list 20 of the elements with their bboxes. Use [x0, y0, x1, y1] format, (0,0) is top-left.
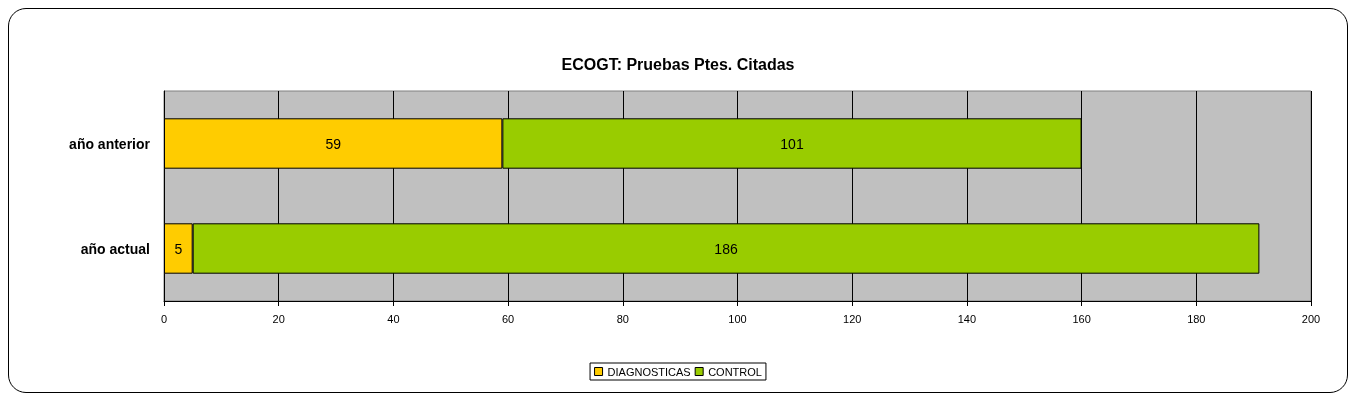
data-label: 186	[714, 240, 738, 257]
x-tick-label: 40	[387, 312, 400, 325]
x-tick-label: 120	[843, 312, 862, 325]
data-label: 5	[174, 240, 183, 257]
x-tick-label: 100	[728, 312, 747, 325]
data-label: 101	[780, 135, 804, 152]
x-tick-label: 140	[957, 312, 977, 325]
x-tick-label: 180	[1187, 312, 1206, 325]
x-tick-label: 200	[1301, 312, 1321, 325]
x-tick-label: 160	[1072, 312, 1091, 325]
x-tick-label: 20	[272, 312, 285, 325]
y-tick-label: año anterior	[69, 135, 151, 152]
legend-label: CONTROL	[708, 365, 762, 378]
chart-title: ECOGT: Pruebas Ptes. Citadas	[561, 55, 795, 73]
legend-label: DIAGNOSTICAS	[607, 365, 691, 378]
x-tick-label: 60	[501, 312, 515, 325]
data-label: 59	[325, 135, 342, 152]
y-tick-label: año actual	[80, 240, 150, 257]
x-tick-label: 80	[616, 312, 629, 325]
x-tick-label: 0	[160, 312, 168, 325]
